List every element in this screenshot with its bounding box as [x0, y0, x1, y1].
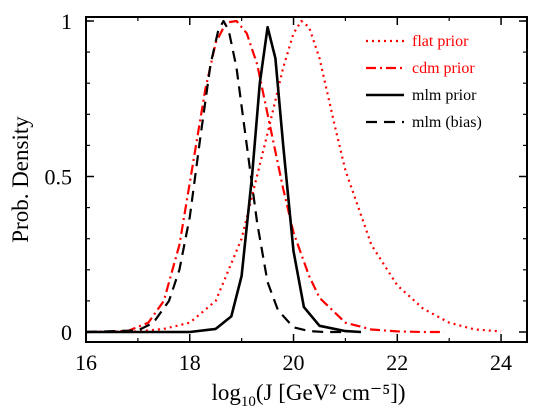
legend: flat prior cdm prior mlm prior mlm (bias) — [366, 33, 482, 131]
series-curves — [85, 19, 502, 334]
series-line-mlm-prior — [86, 25, 362, 334]
legend-label-flat-prior: flat prior — [412, 33, 469, 50]
y-tick-label-0: 0 — [61, 320, 72, 345]
x-axis-title-subscript: 10 — [241, 394, 256, 410]
series-line-mlm-bias — [85, 19, 346, 334]
x-tick-label-24: 24 — [490, 350, 512, 375]
y-axis-title: Prob. Density — [8, 116, 33, 243]
x-axis-title: log10(J [GeV² cm⁻⁵]) — [211, 380, 405, 410]
series-line-cdm-prior — [85, 19, 444, 334]
legend-label-mlm-prior: mlm prior — [412, 87, 477, 104]
legend-label-cdm-prior: cdm prior — [412, 60, 475, 77]
x-axis-title-rest: (J [GeV² cm⁻⁵]) — [256, 380, 406, 405]
plot-frame — [85, 16, 528, 343]
x-tick-label-22: 22 — [386, 350, 408, 375]
x-axis-title-log: log — [211, 380, 241, 405]
x-tick-label-20: 20 — [283, 350, 305, 375]
y-tick-label-1: 1 — [61, 9, 72, 34]
x-tick-label-18: 18 — [179, 350, 201, 375]
legend-label-mlm-bias: mlm (bias) — [412, 114, 482, 131]
axis-ticks: 16 18 20 22 24 0 0.5 1 — [45, 9, 527, 375]
y-tick-label-0.5: 0.5 — [45, 165, 73, 190]
x-tick-label-16: 16 — [75, 350, 97, 375]
